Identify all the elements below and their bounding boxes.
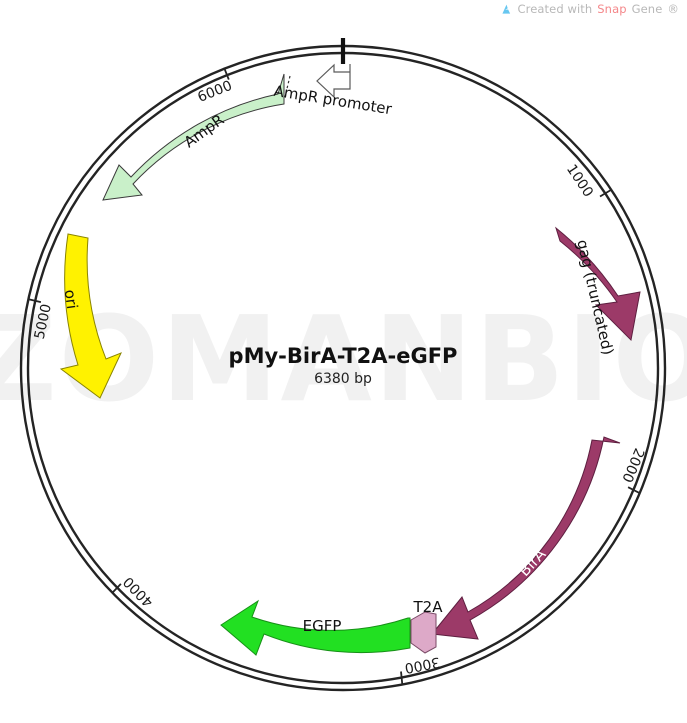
EGFP-arrow-shape[interactable] [220, 599, 411, 656]
tick-label-6000: 6000 [195, 78, 234, 106]
AmpR-segment-divider [284, 75, 291, 98]
tick-label-3000: 3000 [403, 653, 441, 675]
feature-ori[interactable] [59, 233, 122, 399]
feature-AmpR[interactable] [102, 73, 291, 201]
ori-arrow-shape[interactable] [59, 233, 122, 399]
snapgene-logo-icon [501, 4, 510, 14]
attribution-prefix: Created with [517, 2, 593, 16]
page-title: pMy-BirA-T2A-eGFP [229, 344, 458, 368]
feature-label-EGFP: EGFP [303, 617, 342, 635]
AmpR-promoter-arrow-shape[interactable] [316, 63, 351, 99]
tick-4000 [111, 583, 122, 594]
feature-gag-truncated[interactable] [555, 226, 641, 342]
feature-label-ori: ori [61, 288, 82, 310]
feature-label-AmpR: AmpR [181, 110, 228, 151]
tick-6000 [223, 67, 230, 80]
tick-2000 [627, 486, 641, 494]
AmpR-arrow-shape[interactable] [102, 73, 285, 201]
feature-BirA[interactable] [431, 436, 621, 640]
feature-AmpR-promoter[interactable] [316, 63, 351, 99]
attribution-brand-gene: Gene [631, 2, 663, 16]
feature-T2A[interactable] [410, 611, 437, 654]
tick-3000 [400, 671, 404, 685]
tick-label-5000: 5000 [32, 302, 55, 340]
tick-label-1000: 1000 [563, 162, 596, 201]
attribution-brand-snap: Snap [597, 2, 627, 16]
feature-label-T2A: T2A [413, 598, 444, 616]
snapgene-attribution: Created with Snap Gene ® [500, 2, 679, 16]
attribution-registered-mark: ® [667, 2, 679, 16]
plasmid-size-label: 6380 bp [314, 371, 372, 387]
gag-arrow-shape[interactable] [555, 226, 641, 342]
tick-5000 [27, 298, 42, 303]
T2A-arrow-shape[interactable] [410, 611, 437, 654]
axis-ticks [27, 67, 641, 685]
tick-1000 [599, 189, 612, 198]
feature-EGFP[interactable] [220, 599, 411, 656]
BirA-arrow-shape[interactable] [431, 436, 621, 640]
